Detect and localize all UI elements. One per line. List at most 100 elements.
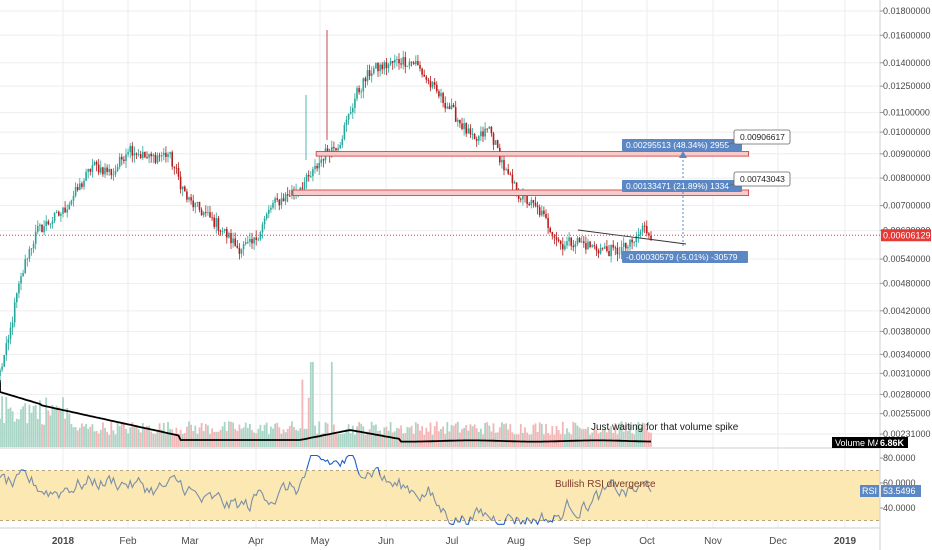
volume-bar: [102, 422, 104, 447]
candle-body: [305, 174, 308, 182]
price-tick-label: 0.01400000: [883, 58, 931, 68]
price-panel[interactable]: [0, 30, 652, 383]
candle-body: [322, 159, 325, 161]
volume-bar: [473, 424, 476, 447]
volume-bar: [375, 424, 377, 447]
volume-bar: [74, 427, 77, 447]
drawings-layer[interactable]: 0.00295513 (48.34%) 2955 0.00906617 0.0013…: [292, 129, 791, 263]
candle-body: [549, 227, 551, 233]
target-callout-text: 0.00906617: [740, 132, 785, 142]
rsi-line: [20, 469, 26, 472]
volume-bar: [188, 421, 190, 447]
trend-line[interactable]: [577, 229, 687, 245]
volume-bar: [341, 433, 344, 447]
candle-body: [28, 248, 31, 259]
volume-bar: [291, 421, 293, 447]
candle-body: [181, 186, 184, 190]
candle-body: [118, 156, 121, 168]
time-axis[interactable]: 2018 Feb Mar Apr May Jun Jul Aug Sep Oct Nov Dec 201…: [52, 536, 857, 547]
rsi-title: RSI: [862, 486, 877, 496]
volume-bar: [648, 432, 650, 447]
candle-body: [417, 61, 419, 66]
rsi-panel[interactable]: [0, 454, 880, 526]
volume-bar: [337, 434, 339, 447]
volume-bar: [5, 396, 8, 447]
candle-body: [612, 244, 614, 248]
volume-ma-title-bg: [832, 437, 878, 448]
volume-bar: [204, 423, 207, 447]
volume-bar: [351, 425, 354, 447]
volume-bar: [440, 429, 442, 447]
volume-bar: [51, 404, 54, 447]
rsi-value-bg: [881, 485, 921, 497]
measure-label-box[interactable]: [622, 251, 748, 263]
volume-bar: [593, 428, 596, 447]
volume-bar: [303, 428, 306, 447]
candle-body: [622, 242, 625, 247]
volume-bar: [377, 430, 379, 447]
resistance-zone[interactable]: [292, 189, 750, 196]
volume-bar: [389, 422, 392, 447]
candle-body: [146, 157, 148, 159]
volume-bar: [152, 433, 155, 447]
price-axis[interactable]: 0.01800000 0.01600000 0.01400000 0.01250000…: [880, 6, 931, 439]
resistance-zone[interactable]: [315, 151, 750, 157]
volume-bar: [13, 421, 16, 447]
price-tick-label: 0.00310000: [883, 368, 931, 378]
volume-bar: [246, 427, 249, 447]
candle-body: [13, 302, 16, 323]
volume-bar: [519, 424, 522, 447]
candle-body: [400, 63, 402, 65]
candle-body: [545, 213, 547, 218]
volume-bar: [568, 432, 570, 447]
volume-bar: [85, 423, 87, 447]
volume-bar: [347, 424, 350, 447]
price-tick-label: 0.01250000: [883, 81, 931, 91]
candle-body: [335, 148, 337, 151]
candle-body: [156, 155, 159, 163]
candle-body: [570, 237, 572, 246]
rsi-line: [520, 520, 524, 525]
volume-bar: [120, 423, 123, 447]
candle-body: [415, 61, 417, 65]
candle-body: [559, 241, 562, 245]
volume-bar: [32, 406, 35, 447]
volume-bar: [603, 428, 606, 447]
candle-body: [396, 59, 398, 60]
volume-bar: [322, 432, 325, 447]
price-tick-label: 0.01800000: [883, 6, 931, 16]
candle-body: [108, 168, 110, 172]
measure-label-box[interactable]: [622, 139, 742, 151]
rsi-line: [466, 516, 471, 525]
target-callout[interactable]: [733, 171, 791, 187]
target-callout[interactable]: [733, 129, 791, 145]
volume-bar: [467, 430, 470, 447]
volume-bar: [442, 426, 444, 447]
rsi-line: [375, 466, 381, 476]
candle-body: [354, 98, 356, 108]
candle-body: [169, 152, 171, 155]
candle-body: [249, 238, 251, 242]
candle-body: [394, 59, 396, 63]
volume-annotation: Just waiting for that volume spike: [591, 422, 739, 433]
candle-body: [566, 241, 568, 246]
price-tick-label: 0.00900000: [883, 149, 931, 159]
rsi-axis[interactable]: 80.0000 60.0000 40.0000: [880, 453, 916, 513]
candle-body: [72, 195, 75, 201]
candle-body: [68, 204, 71, 210]
candle-body: [83, 180, 85, 187]
volume-bar: [9, 407, 12, 447]
volume-bar: [135, 425, 138, 447]
candle-body: [389, 61, 392, 65]
volume-bar: [333, 424, 335, 447]
measure-label-box[interactable]: [622, 180, 742, 192]
candle-body: [599, 247, 602, 254]
volume-bar: [475, 428, 478, 447]
candle-body: [522, 192, 524, 200]
volume-bar: [78, 427, 81, 447]
last-price-label: 0.00606129: [883, 230, 931, 240]
candle-body: [650, 235, 652, 241]
candle-body: [188, 197, 190, 200]
rsi-line: [554, 479, 652, 522]
